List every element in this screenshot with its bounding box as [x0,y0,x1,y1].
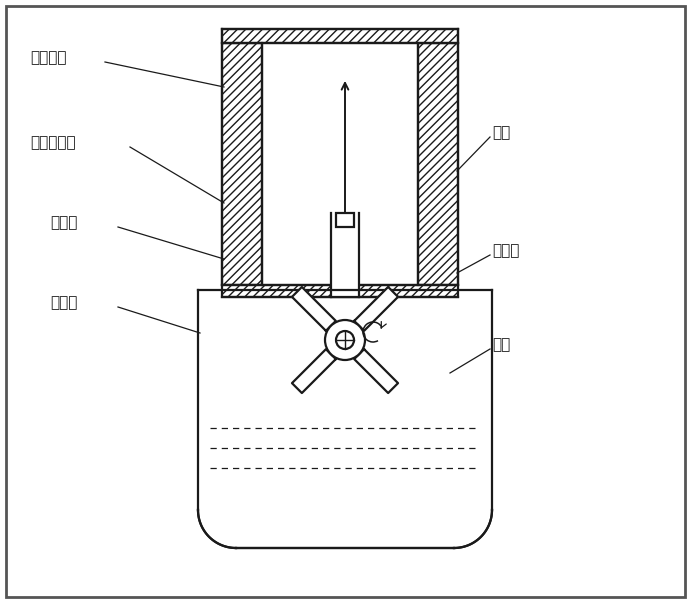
Polygon shape [354,349,398,393]
Bar [262,43,418,285]
Polygon shape [354,287,398,331]
Text: 冲锤导轨: 冲锤导轨 [30,51,66,66]
Polygon shape [198,290,492,510]
Bar [222,43,262,285]
Polygon shape [198,510,492,548]
Bar [331,213,359,297]
Text: 冲锤: 冲锤 [492,125,510,140]
Polygon shape [292,349,336,393]
Text: 试样夹持座: 试样夹持座 [30,136,75,151]
Bar [222,285,458,297]
Text: 上试样: 上试样 [492,244,520,259]
Circle shape [325,320,365,360]
Text: 下试样: 下试样 [50,215,77,230]
Bar [418,43,458,285]
Bar [222,29,458,43]
Text: 磨料: 磨料 [492,338,510,353]
Circle shape [336,331,354,349]
Polygon shape [292,287,336,331]
Text: 搔拌器: 搔拌器 [50,295,77,311]
Bar [336,213,354,227]
